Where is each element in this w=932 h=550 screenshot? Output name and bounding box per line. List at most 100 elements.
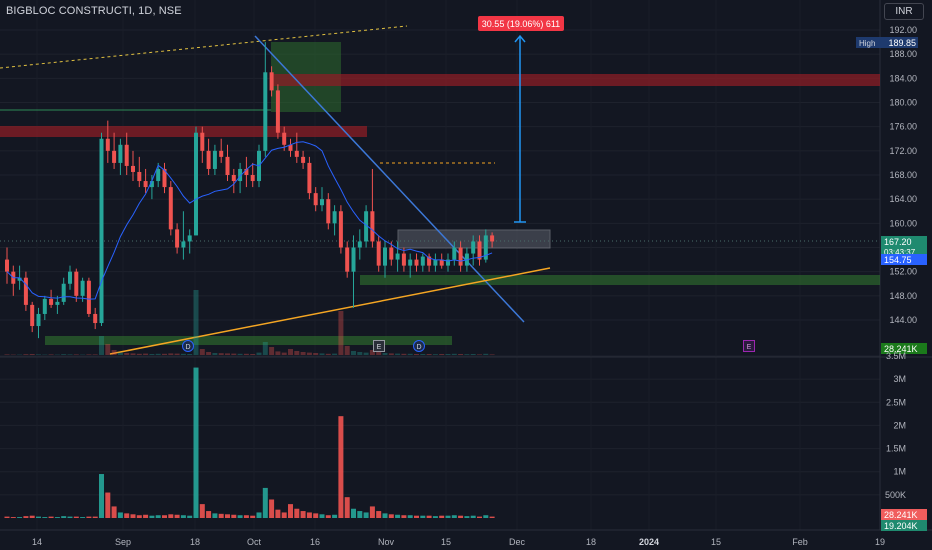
candle-body[interactable]	[370, 211, 375, 242]
candle-body[interactable]	[301, 156, 306, 163]
dividend-marker-icon[interactable]	[182, 340, 194, 352]
candle-body[interactable]	[275, 90, 280, 133]
candle-body[interactable]	[471, 241, 476, 254]
overlay-volume-bar	[218, 353, 224, 355]
candle-body[interactable]	[93, 313, 98, 324]
candle-body[interactable]	[238, 168, 243, 182]
candle-body[interactable]	[458, 247, 463, 266]
candle-body[interactable]	[364, 211, 369, 242]
candle-body[interactable]	[194, 132, 198, 236]
candle-body[interactable]	[168, 187, 173, 230]
candle-body[interactable]	[307, 162, 312, 194]
candle-body[interactable]	[131, 165, 135, 172]
dividend-marker-icon[interactable]	[413, 340, 425, 352]
candle-body[interactable]	[80, 280, 85, 296]
candle-body[interactable]	[244, 168, 249, 175]
overlay-volume-bar	[464, 354, 470, 355]
candle-body[interactable]	[427, 256, 432, 266]
measure-label-box[interactable]	[478, 16, 564, 31]
candle-body[interactable]	[376, 241, 381, 266]
candle-body[interactable]	[68, 271, 72, 284]
candle-body[interactable]	[49, 298, 54, 305]
candle-body[interactable]	[263, 72, 268, 151]
overlay-volume-bar	[426, 354, 432, 355]
candle-body[interactable]	[5, 259, 9, 272]
candle-body[interactable]	[294, 150, 299, 157]
candle-body[interactable]	[332, 211, 337, 224]
candle-body[interactable]	[42, 298, 47, 314]
last-price: 167.20	[884, 237, 912, 247]
candle-body[interactable]	[36, 313, 41, 327]
candle-body[interactable]	[30, 304, 35, 327]
candle-body[interactable]	[225, 156, 230, 175]
candle-body[interactable]	[250, 175, 255, 182]
measure-label: 30.55 (19.06%) 611	[482, 19, 560, 29]
candle-body[interactable]	[345, 247, 350, 272]
candle-body[interactable]	[288, 144, 293, 151]
overlay-volume-bar	[363, 352, 369, 355]
candle-body[interactable]	[357, 241, 362, 248]
candle-body[interactable]	[23, 277, 28, 305]
candle-body[interactable]	[326, 199, 331, 224]
candle-body[interactable]	[187, 235, 192, 242]
candle-body[interactable]	[383, 247, 387, 266]
candle-body[interactable]	[149, 181, 154, 188]
candle-body[interactable]	[313, 193, 318, 206]
overlay-volume-bar	[432, 354, 438, 355]
volume-bar	[193, 367, 199, 518]
candle-body[interactable]	[338, 211, 343, 248]
volume-bar	[42, 517, 48, 518]
candle-body[interactable]	[219, 150, 224, 157]
candle-body[interactable]	[143, 181, 148, 188]
candle-body[interactable]	[401, 253, 406, 266]
candle-body[interactable]	[55, 301, 60, 305]
candle-body[interactable]	[389, 247, 394, 260]
candle-body[interactable]	[112, 150, 117, 163]
candle-body[interactable]	[137, 171, 142, 182]
candle-body[interactable]	[231, 175, 236, 182]
overlay-volume-bar	[338, 311, 344, 355]
overlay-volume-bar	[483, 353, 489, 355]
candle-body[interactable]	[118, 144, 123, 163]
candle-body[interactable]	[61, 283, 66, 302]
earnings-upcoming-marker-icon[interactable]	[743, 340, 755, 352]
candle-body[interactable]	[446, 259, 450, 266]
candle-body[interactable]	[105, 138, 110, 151]
candle-body[interactable]	[200, 132, 205, 151]
candle-body[interactable]	[439, 259, 444, 266]
overlay-volume-bar	[319, 353, 325, 355]
overlay-volume-bar	[369, 350, 375, 355]
overlay-volume-bar	[117, 352, 123, 355]
time-axis-tick: Feb	[792, 537, 808, 547]
candle-body[interactable]	[414, 259, 419, 266]
candle-body[interactable]	[99, 138, 104, 324]
candle-body[interactable]	[282, 132, 287, 145]
candle-body[interactable]	[490, 235, 495, 242]
candle-body[interactable]	[212, 150, 217, 169]
candle-body[interactable]	[86, 280, 91, 314]
candle-body[interactable]	[483, 235, 488, 260]
candle-body[interactable]	[175, 229, 180, 248]
candle-body[interactable]	[269, 72, 274, 91]
candle-body[interactable]	[351, 247, 356, 272]
candle-body[interactable]	[156, 168, 161, 182]
candle-body[interactable]	[181, 241, 186, 248]
earnings-marker-icon[interactable]	[373, 340, 385, 352]
candle-body[interactable]	[477, 241, 482, 260]
candle-body[interactable]	[395, 253, 400, 260]
overlay-volume-bar	[86, 354, 92, 355]
candle-body[interactable]	[452, 247, 457, 260]
candle-body[interactable]	[408, 259, 413, 266]
candle-body[interactable]	[124, 144, 129, 166]
candle-body[interactable]	[320, 199, 324, 206]
candle-body[interactable]	[206, 150, 211, 169]
candle-body[interactable]	[162, 168, 167, 188]
candle-body[interactable]	[17, 277, 22, 281]
candle-body[interactable]	[74, 271, 79, 296]
overlay-volume-bar	[401, 353, 407, 355]
blue-trendline	[254, 35, 525, 323]
candle-body[interactable]	[420, 256, 425, 266]
currency-button[interactable]: INR	[884, 3, 924, 20]
candle-body[interactable]	[433, 259, 438, 266]
